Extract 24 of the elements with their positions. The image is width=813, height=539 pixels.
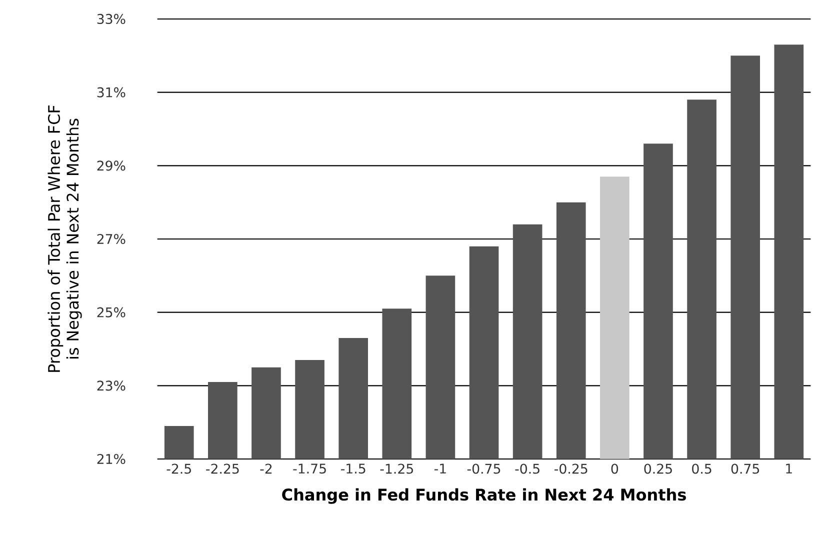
x-tick-label: 0.25 xyxy=(644,464,672,474)
y-tick-label: 21% xyxy=(97,454,126,464)
x-tick-label: -2.25 xyxy=(206,464,239,474)
y-tick-label: 31% xyxy=(97,87,126,98)
y-tick-label: 23% xyxy=(97,380,126,391)
x-tick-label: -1.25 xyxy=(380,464,413,474)
x-tick-label: 0 xyxy=(611,464,618,474)
y-tick-label: 27% xyxy=(97,234,126,244)
x-tick-label: 0.75 xyxy=(731,464,760,474)
x-tick-label: 0.5 xyxy=(692,464,712,474)
y-axis-title: Proportion of Total Par Where FCF is Negative in Next 24 Months xyxy=(48,106,82,372)
x-tick-label: -1.5 xyxy=(340,464,366,474)
x-tick-label: -2 xyxy=(260,464,272,474)
x-tick-label: -0.25 xyxy=(554,464,588,474)
y-tick-label: 29% xyxy=(97,160,126,171)
x-tick-label: 1 xyxy=(786,464,792,474)
x-axis-title: Change in Fed Funds Rate in Next 24 Months xyxy=(282,488,686,504)
x-tick-label: -1 xyxy=(434,464,446,474)
x-tick-label: -0.75 xyxy=(467,464,500,474)
x-tick-label: -1.75 xyxy=(293,464,326,474)
y-tick-label: 25% xyxy=(97,307,126,318)
x-tick-label: -0.5 xyxy=(515,464,540,474)
x-tick-label: -2.5 xyxy=(166,464,191,474)
y-tick-label: 33% xyxy=(97,14,126,24)
